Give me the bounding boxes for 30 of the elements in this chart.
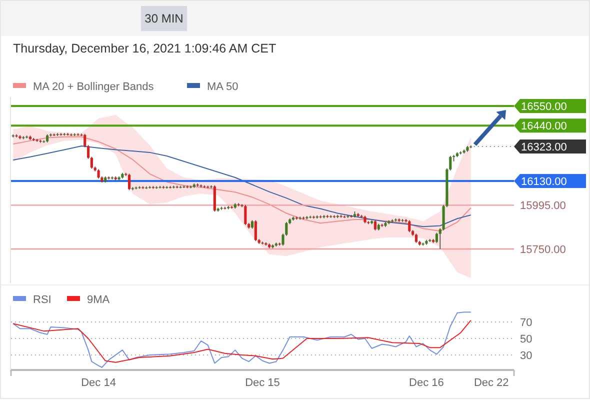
chart-title: 30 MIN xyxy=(144,12,184,26)
x-tick-label: Dec 15 xyxy=(245,376,280,389)
line-series xyxy=(12,320,472,363)
text: 16323.00 xyxy=(521,141,567,154)
y-tick-label: 70 xyxy=(520,316,532,329)
candlestick xyxy=(254,220,257,242)
y-tick-label: 50 xyxy=(520,333,532,346)
y-tick-label: 16130.00 xyxy=(521,176,567,188)
candlestick xyxy=(128,173,131,191)
legend-label: 9MA xyxy=(87,294,110,306)
legend-label: MA 50 xyxy=(207,80,238,93)
legend-label: MA 20 + Bollinger Bands xyxy=(33,80,154,93)
y-tick-label: 30 xyxy=(520,350,532,362)
x-tick-label: Dec 14 xyxy=(81,376,116,389)
candlestick xyxy=(374,220,377,231)
candlestick xyxy=(244,204,247,226)
y-tick-label: 15750.00 xyxy=(520,244,566,256)
y-tick-label: 15995.00 xyxy=(520,200,566,212)
candlestick xyxy=(414,233,418,244)
legend-label: RSI xyxy=(33,294,52,306)
y-tick-label: 16550.00 xyxy=(521,100,567,113)
candlestick xyxy=(90,156,93,170)
x-tick-label: Dec 22 xyxy=(474,376,509,389)
line-series xyxy=(12,312,472,368)
candlestick xyxy=(408,220,411,233)
chart-subtitle: Thursday, December 16, 2021 1:09:46 AM CET xyxy=(13,41,276,56)
candlestick xyxy=(97,168,100,179)
y-tick-label: 16440.00 xyxy=(521,120,567,132)
candlestick xyxy=(322,214,326,219)
x-tick-label: Dec 16 xyxy=(409,376,444,389)
